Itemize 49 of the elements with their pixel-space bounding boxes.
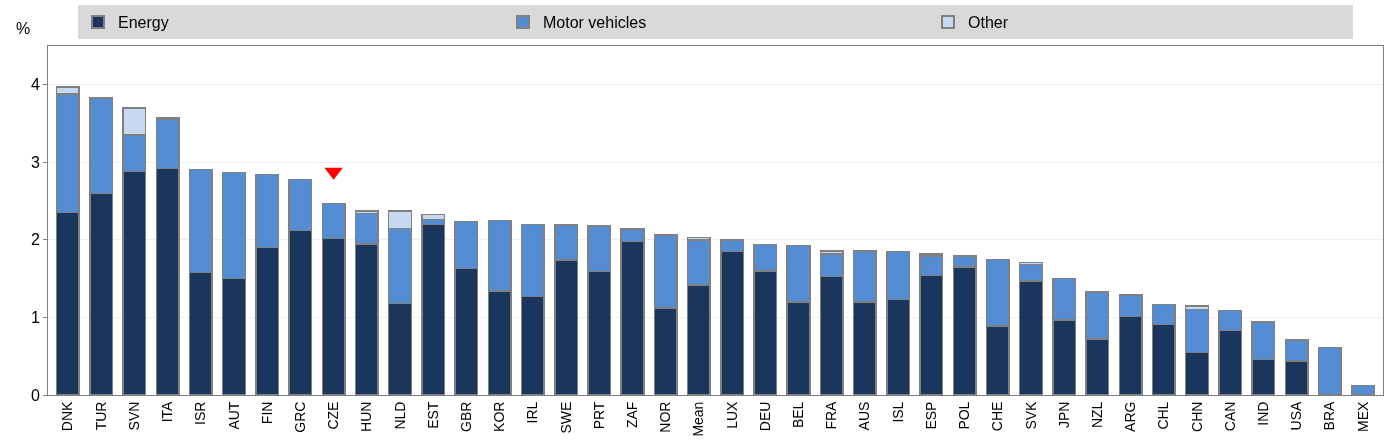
y-tick-label: 4 xyxy=(30,76,40,94)
x-tick-label: LUX xyxy=(723,400,740,429)
x-tick-label: ESP xyxy=(922,401,939,430)
legend-label: Other xyxy=(968,14,1009,32)
x-tick-label: NZL xyxy=(1088,401,1105,429)
x-tick-label: ITA xyxy=(159,400,176,423)
x-tick-label: SVK xyxy=(1022,400,1039,430)
x-tick-label: IRL xyxy=(524,401,541,424)
x-tick-label: BEL xyxy=(790,401,807,429)
x-tick-label: JPN xyxy=(1055,401,1072,429)
x-tick-label: KOR xyxy=(491,401,508,432)
x-tick-label: AUT xyxy=(225,401,242,430)
x-tick-label: Mean xyxy=(690,401,707,437)
legend-label: Energy xyxy=(118,14,169,32)
x-tick-label: CHE xyxy=(989,401,1006,432)
x-tick-label: FRA xyxy=(823,400,840,430)
x-tick-label: USA xyxy=(1288,400,1305,431)
x-tick-label: SWE xyxy=(557,401,574,434)
y-tick-label: 1 xyxy=(30,309,40,327)
x-tick-label: FIN xyxy=(258,401,275,425)
x-tick-label: NLD xyxy=(391,401,408,430)
x-tick-label: GBR xyxy=(457,401,474,432)
x-tick-label: CAN xyxy=(1221,401,1238,432)
y-tick-label: 3 xyxy=(30,153,40,171)
x-tick-label: POL xyxy=(956,401,973,430)
x-tick-label: SVN xyxy=(125,401,142,431)
x-tick-label: DNK xyxy=(59,400,76,432)
x-tick-label: ZAF xyxy=(624,401,641,429)
x-tick-label: CHL xyxy=(1155,401,1172,430)
x-tick-label: EST xyxy=(424,401,441,429)
x-tick-label: ISL xyxy=(889,401,906,423)
x-tick-label: TUR xyxy=(92,401,109,431)
x-tick-label: DEU xyxy=(756,401,773,432)
x-tick-label: HUN xyxy=(358,401,375,432)
x-tick-label: ARG xyxy=(1122,401,1139,432)
x-tick-label: IND xyxy=(1255,401,1271,426)
x-tick-label: NOR xyxy=(657,401,674,433)
x-tick-label: ISR xyxy=(192,401,209,425)
x-tick-label: MEX xyxy=(1354,400,1371,432)
x-tick-label: BRA xyxy=(1321,400,1338,431)
x-tick-label: PRT xyxy=(590,401,607,430)
y-tick-label: 0 xyxy=(30,386,40,404)
x-tick-label: AUS xyxy=(856,401,873,431)
y-axis-title: % xyxy=(16,20,31,37)
x-tick-label: CHN xyxy=(1188,401,1205,432)
x-tick-label: CZE xyxy=(325,401,342,430)
x-tick-label: GRC xyxy=(291,401,308,433)
y-tick-label: 2 xyxy=(30,231,40,249)
legend-label: Motor vehicles xyxy=(543,14,647,32)
